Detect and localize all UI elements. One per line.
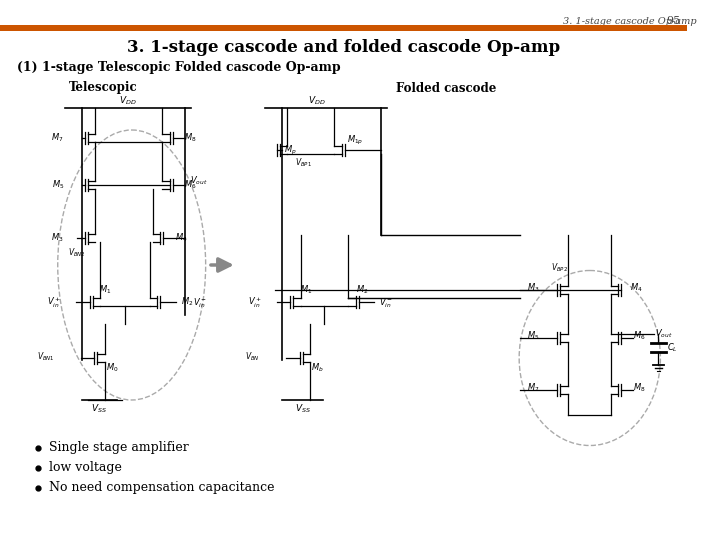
Text: $M_3$: $M_3$ [526,282,539,294]
Text: $V_{DD}$: $V_{DD}$ [307,94,325,107]
Text: Telescopic: Telescopic [68,82,138,94]
Text: $M_6$: $M_6$ [184,179,197,191]
Text: $M_8$: $M_8$ [633,382,645,394]
Text: $M_b$: $M_b$ [311,362,324,374]
Text: $M_{1p}$: $M_{1p}$ [347,133,364,146]
Text: $V_{SS}$: $V_{SS}$ [91,403,107,415]
Text: $M_2$: $M_2$ [181,296,194,308]
Text: $M_8$: $M_8$ [184,132,197,144]
Text: $M_7$: $M_7$ [51,132,64,144]
Text: (1) 1-stage Telescopic Folded cascode Op-amp: (1) 1-stage Telescopic Folded cascode Op… [17,62,341,75]
Text: $V_{BP2}$: $V_{BP2}$ [551,262,568,274]
Text: low voltage: low voltage [49,462,122,475]
Text: $V_{DD}$: $V_{DD}$ [119,94,137,107]
Text: Folded cascode: Folded cascode [397,82,497,94]
Text: 3. 1-stage cascode Op-amp: 3. 1-stage cascode Op-amp [563,17,697,25]
Text: $V_{BN1}$: $V_{BN1}$ [37,351,55,363]
Bar [0,25,687,31]
Text: $V_{in}^+$: $V_{in}^+$ [248,296,261,310]
Text: $M_4$: $M_4$ [630,282,642,294]
Text: $M_6$: $M_6$ [633,330,645,342]
Text: $M_5$: $M_5$ [527,330,539,342]
Text: $V_{BP1}$: $V_{BP1}$ [295,157,312,169]
Text: $M_2$: $M_2$ [356,284,369,296]
Text: $V_{BN}$: $V_{BN}$ [245,351,260,363]
Text: $M_3$: $M_3$ [51,232,64,244]
Text: $C_L$: $C_L$ [667,342,678,354]
Text: $M_1$: $M_1$ [99,284,112,296]
Text: $M_5$: $M_5$ [52,179,64,191]
Text: $V_{out}$: $V_{out}$ [654,328,672,340]
Text: $M_1$: $M_1$ [300,284,312,296]
Text: $M_4$: $M_4$ [175,232,187,244]
Text: Single stage amplifier: Single stage amplifier [49,442,189,455]
Text: $V_{SS}$: $V_{SS}$ [294,403,310,415]
Text: No need compensation capacitance: No need compensation capacitance [49,482,274,495]
Text: $V_{in}^+$: $V_{in}^+$ [47,296,61,310]
Text: $M_7$: $M_7$ [527,382,539,394]
Text: $V_{in}^-$: $V_{in}^-$ [379,296,392,310]
Text: $M_p$: $M_p$ [284,144,297,157]
Text: 95: 95 [667,16,681,26]
Text: 3. 1-stage cascode and folded cascode Op-amp: 3. 1-stage cascode and folded cascode Op… [127,39,560,57]
Text: $V_{BN2}$: $V_{BN2}$ [68,247,86,259]
Text: $V_{in}^-$: $V_{in}^-$ [193,296,207,310]
Text: $M_0$: $M_0$ [106,362,119,374]
Text: $V_{out}$: $V_{out}$ [190,175,207,187]
